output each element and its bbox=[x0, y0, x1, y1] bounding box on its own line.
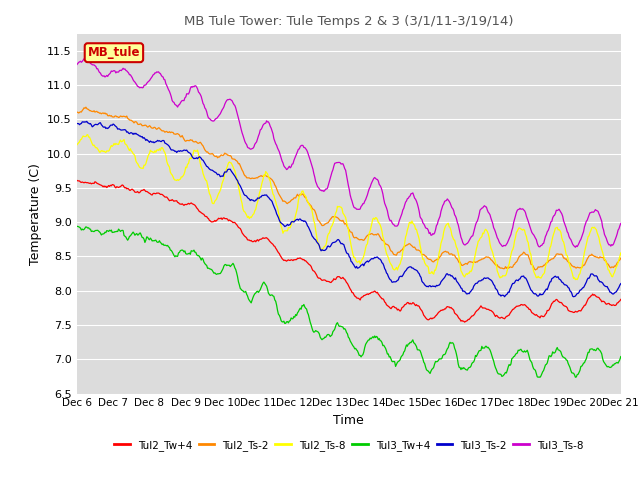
Title: MB Tule Tower: Tule Temps 2 & 3 (3/1/11-3/19/14): MB Tule Tower: Tule Temps 2 & 3 (3/1/11-… bbox=[184, 15, 513, 28]
X-axis label: Time: Time bbox=[333, 414, 364, 427]
Text: MB_tule: MB_tule bbox=[88, 46, 140, 59]
Y-axis label: Temperature (C): Temperature (C) bbox=[29, 163, 42, 264]
Legend: Tul2_Tw+4, Tul2_Ts-2, Tul2_Ts-8, Tul3_Tw+4, Tul3_Ts-2, Tul3_Ts-8: Tul2_Tw+4, Tul2_Ts-2, Tul2_Ts-8, Tul3_Tw… bbox=[109, 436, 588, 455]
